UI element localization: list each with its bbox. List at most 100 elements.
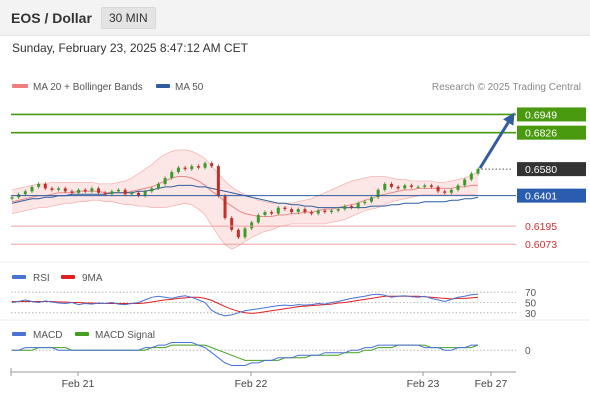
candle-body (443, 191, 447, 193)
signal-legend-label: MACD Signal (95, 330, 155, 341)
rsi-line (11, 293, 479, 317)
candle-body (270, 212, 274, 214)
candle-body (416, 186, 420, 188)
last-price-label: 0.6580 (525, 164, 557, 176)
timeframe-button[interactable]: 30 MIN (101, 7, 156, 29)
support-label: 0.6073 (525, 239, 557, 251)
ma50-legend-label: MA 50 (175, 82, 204, 93)
candle-body (210, 163, 214, 167)
candle-body (110, 191, 114, 195)
bollinger-lower-line (11, 193, 479, 250)
candle-body (290, 209, 294, 213)
candle-body (57, 188, 61, 190)
instrument-title: EOS / Dollar (11, 10, 92, 26)
candle-body (30, 186, 34, 192)
candle-body (283, 207, 287, 210)
candle-body (256, 215, 260, 223)
macd-line (12, 342, 478, 366)
macd-signal-line (12, 344, 479, 361)
candle-body (77, 189, 81, 193)
candle-body (409, 185, 413, 187)
main-plot (10, 149, 480, 250)
pivot-label: 0.6401 (525, 191, 557, 203)
candle-body (343, 206, 347, 210)
candle-body (436, 186, 440, 192)
candle-body (310, 212, 314, 214)
rsi-legend: RSI 9MA (12, 273, 103, 284)
rsi-swatch (12, 275, 26, 279)
candle-body (190, 166, 194, 170)
x-tick-label: Feb 23 (407, 378, 440, 390)
candle-body (456, 185, 460, 190)
candle-body (303, 209, 307, 213)
candle-body (316, 210, 320, 214)
candle-body (83, 189, 87, 192)
candle-body (389, 183, 393, 187)
candle-body (323, 210, 327, 213)
candle-body (356, 203, 360, 208)
candle-body (396, 186, 400, 189)
candle-body (136, 192, 140, 196)
pivot-tag (517, 188, 586, 203)
candle-body (117, 189, 121, 192)
candle-body (363, 201, 367, 204)
last-price-tag (517, 162, 586, 177)
macd-swatch (12, 332, 26, 336)
resistance-tag (517, 125, 586, 140)
price-levels: 0.6949 0.6826 0.6580 0.6401 0.6195 0.6073 (11, 107, 586, 251)
candle-body (230, 218, 234, 230)
ma20-legend-label: MA 20 + Bollinger Bands (33, 82, 143, 93)
candle-body (203, 163, 207, 168)
candle-body (429, 185, 433, 187)
ma9-swatch (61, 275, 75, 279)
candle-body (236, 229, 240, 238)
candle-body (383, 183, 387, 190)
top-bar: EOS / Dollar 30 MIN (0, 0, 590, 36)
ma50-swatch (156, 84, 170, 88)
macd-zero-label: 0 (525, 346, 531, 357)
candle-body (143, 191, 147, 196)
ma9-legend-label: 9MA (82, 273, 103, 284)
candle-body (170, 172, 174, 178)
candle-body (196, 166, 200, 168)
candle-body (250, 222, 254, 229)
candle-body (350, 206, 354, 208)
candle-body (130, 192, 134, 195)
rsi-legend-label: RSI (33, 273, 50, 284)
ma20-line (11, 176, 478, 217)
macd-legend: MACD MACD Signal (12, 330, 155, 341)
candle-body (330, 210, 334, 213)
candle-body (123, 189, 127, 195)
chart-datetime: Sunday, February 23, 2025 8:47:12 AM CET (12, 41, 248, 55)
ma20-swatch (12, 84, 28, 88)
candle-body (243, 228, 247, 238)
macd-legend-label: MACD (33, 330, 62, 341)
candle-body (476, 169, 480, 174)
resistance-label: 0.6949 (525, 109, 557, 121)
resistance-label: 0.6826 (525, 128, 557, 140)
candle-body (23, 191, 27, 195)
candle-body (150, 188, 154, 192)
x-tick-label: Feb 22 (235, 378, 268, 390)
candle-body (376, 189, 380, 198)
candle-body (97, 188, 101, 193)
candle-body (103, 192, 107, 195)
resistance-tag (517, 107, 586, 122)
candle-body (156, 183, 160, 189)
candle-body (50, 188, 54, 190)
candle-body (90, 188, 94, 192)
rsi-level-label: 50 (525, 299, 537, 310)
x-tick-label: Feb 21 (62, 378, 95, 390)
candle-body (469, 173, 473, 180)
candle-body (423, 185, 427, 187)
candle-body (403, 185, 407, 189)
projection-arrow (478, 112, 515, 169)
main-legend: MA 20 + Bollinger Bands MA 50 Research ©… (12, 82, 581, 93)
macd-plot: 0 (11, 342, 531, 366)
candle-body (70, 191, 74, 193)
support-label: 0.6195 (525, 221, 557, 233)
bollinger-upper-line (11, 149, 479, 204)
candle-body (223, 195, 227, 218)
